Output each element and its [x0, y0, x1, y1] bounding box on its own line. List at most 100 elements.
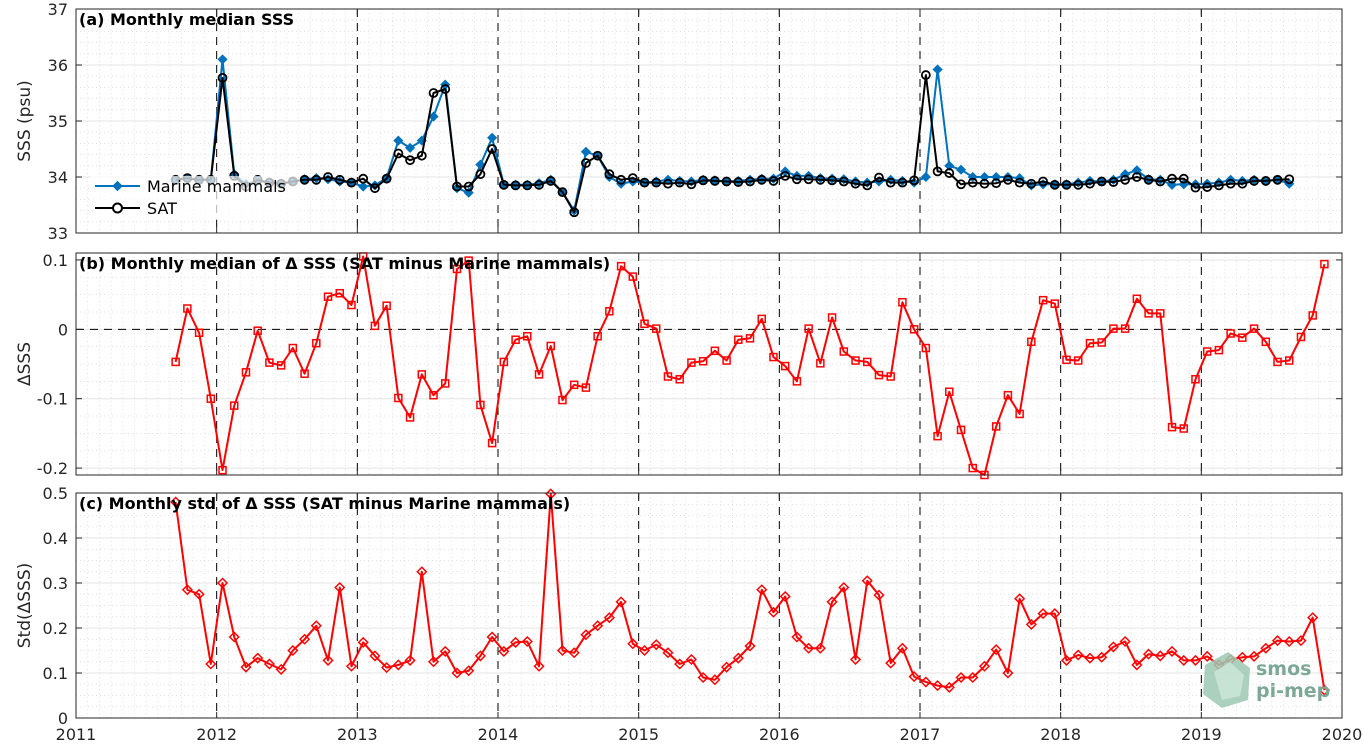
logo-globe-highlight [1214, 662, 1244, 700]
legend-label-marine-mammals: Marine mammals [147, 177, 286, 196]
data-point-delta-std [451, 667, 463, 679]
y-tick-label: -0.1 [37, 390, 68, 409]
data-point-delta-median [288, 343, 298, 353]
data-point-delta-std [510, 636, 522, 648]
data-point-sat [1061, 179, 1072, 190]
data-point-delta-std [345, 660, 358, 672]
data-point-delta-std [1107, 641, 1119, 653]
y-tick-label: 36 [48, 56, 68, 75]
data-point-sat [1167, 173, 1177, 184]
data-point-delta-median [675, 375, 684, 384]
data-point-delta-std [1283, 635, 1295, 648]
x-tick-label: 2015 [618, 725, 659, 744]
data-point-marine-mammals [405, 142, 416, 153]
data-point-marine-mammals [955, 164, 967, 175]
data-point-delta-median [1179, 424, 1188, 433]
data-point-marine-mammals [932, 64, 943, 75]
panel-title: (a) Monthly median SSS [79, 10, 294, 29]
x-tick-label: 2016 [759, 725, 800, 744]
data-point-sat [1225, 178, 1236, 189]
data-point-delta-median [452, 264, 462, 274]
data-point-delta-median [347, 300, 356, 310]
data-point-delta-std [1260, 642, 1272, 654]
data-point-delta-std [1037, 608, 1049, 620]
data-point-sat [627, 173, 638, 184]
data-point-sat [592, 150, 603, 161]
data-point-sat [1014, 177, 1025, 188]
data-point-sat [897, 177, 908, 188]
data-point-sat [874, 172, 884, 183]
y-tick-label: -0.2 [37, 459, 68, 478]
data-point-delta-std [1307, 612, 1319, 624]
data-point-sat [346, 177, 357, 188]
data-point-delta-median [616, 261, 626, 271]
data-point-delta-median [464, 256, 473, 265]
data-point-sat [991, 178, 1002, 189]
data-point-marine-mammals [217, 54, 228, 65]
data-point-delta-std [1025, 618, 1037, 630]
data-point-delta-median [1003, 390, 1013, 400]
data-point-sat [569, 207, 580, 218]
x-tick-label: 2019 [1181, 725, 1222, 744]
data-point-sat [1202, 182, 1213, 192]
data-point-delta-std [873, 589, 885, 601]
data-point-delta-std [967, 671, 979, 684]
data-point-delta-median [698, 356, 708, 366]
data-point-delta-std [486, 631, 498, 643]
data-point-delta-std [369, 650, 381, 662]
x-tick-label: 2020 [1322, 725, 1363, 744]
data-point-delta-std [263, 658, 275, 670]
data-point-delta-std [1271, 635, 1284, 647]
data-point-delta-median [640, 319, 649, 329]
data-point-delta-median [1308, 311, 1317, 320]
data-point-sat [850, 178, 861, 189]
data-point-sat [358, 173, 369, 184]
data-point-delta-median [194, 328, 204, 338]
data-point-delta-median [722, 356, 731, 365]
data-point-marine-mammals [428, 111, 439, 122]
data-point-delta-std [662, 647, 674, 659]
data-point-delta-median [804, 324, 813, 333]
data-point-sat [920, 70, 931, 80]
data-point-delta-median [886, 372, 895, 381]
data-point-delta-std [381, 662, 393, 674]
axes-box [75, 492, 1343, 719]
y-tick-label: 0 [58, 709, 68, 728]
data-point-marine-mammals [393, 135, 404, 146]
data-point-delta-median [1249, 324, 1259, 333]
data-point-delta-std [674, 658, 686, 670]
data-point-delta-std [826, 596, 838, 608]
data-point-sat [944, 168, 955, 178]
data-point-delta-std [744, 640, 756, 652]
data-point-marine-mammals [475, 159, 486, 170]
smos-pi-mep-logo: smos pi-mep [1203, 652, 1330, 708]
series-line-delta [174, 492, 1326, 691]
data-point-delta-std [697, 671, 709, 684]
data-point-delta-median [757, 314, 766, 324]
data-point-delta-median [1132, 294, 1142, 304]
data-point-delta-median [1273, 357, 1282, 367]
y-axis-label: Std(ΔSSS) [15, 563, 35, 649]
data-point-sat [698, 175, 709, 186]
data-point-sat [1249, 176, 1259, 186]
data-point-delta-median [487, 438, 497, 448]
data-point-delta-median [863, 357, 872, 367]
data-point-delta-std [1119, 635, 1131, 648]
data-point-delta-std [275, 663, 287, 675]
data-point-sat [956, 179, 966, 190]
data-point-sat [1026, 178, 1037, 189]
data-point-delta-median [1074, 356, 1083, 365]
data-point-delta-median [276, 361, 286, 370]
data-point-sat [838, 176, 849, 187]
data-point-delta-std [287, 644, 299, 657]
data-point-delta-median [1062, 355, 1071, 365]
series-line-delta [174, 255, 1326, 476]
data-point-delta-median [511, 335, 520, 344]
legend-marker-marine-mammals [112, 180, 123, 192]
data-point-delta-median [558, 395, 567, 405]
data-point-sat [299, 174, 310, 185]
y-tick-label: 0.4 [43, 529, 68, 548]
data-point-delta-median [933, 431, 942, 441]
data-point-delta-median [874, 370, 884, 380]
data-point-delta-std [1131, 659, 1143, 671]
